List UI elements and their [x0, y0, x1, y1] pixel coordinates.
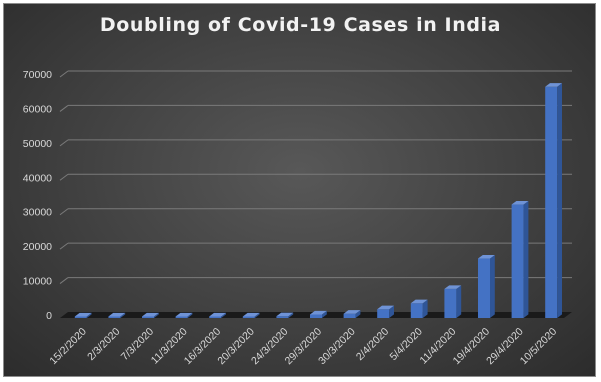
bar-side — [120, 312, 126, 318]
gridline-depth — [59, 105, 69, 112]
bar-top — [209, 312, 226, 317]
bar-top — [242, 312, 260, 317]
bar-side — [221, 312, 226, 318]
bar-front — [242, 316, 255, 318]
y-tick-label: 20000 — [23, 241, 52, 253]
bar-front — [511, 204, 524, 318]
gridline-depth — [59, 139, 69, 147]
bar-front — [108, 316, 121, 318]
bar-side — [254, 312, 260, 318]
bar-side — [389, 305, 394, 318]
gridline-depth — [59, 70, 69, 78]
bar — [444, 285, 462, 318]
bar-top — [310, 310, 327, 315]
bar-side — [456, 285, 462, 318]
bar — [310, 310, 327, 318]
bar — [276, 312, 294, 318]
bar-top — [175, 312, 193, 317]
y-tick-label: 30000 — [23, 207, 52, 219]
bar — [74, 312, 92, 318]
bar-front — [310, 314, 322, 318]
bar-front — [377, 309, 390, 318]
bar-side — [86, 312, 92, 318]
bar-top — [478, 254, 495, 259]
bar-front — [545, 86, 558, 319]
y-tick-label: 50000 — [23, 138, 52, 150]
bar-front — [142, 316, 154, 318]
bar — [209, 312, 226, 318]
bar-side — [557, 83, 562, 318]
x-tick-label: 15/2/2020 — [47, 326, 89, 368]
bar-side — [422, 299, 428, 318]
bar — [478, 254, 495, 318]
bar — [175, 312, 193, 318]
bar-front — [209, 316, 222, 318]
bar-side — [322, 310, 327, 318]
bar — [511, 200, 529, 318]
y-tick-label: 40000 — [23, 172, 52, 184]
x-tick-label: 10/5/2020 — [518, 326, 560, 368]
x-tick-label: 2/4/2020 — [354, 326, 391, 363]
bar — [343, 310, 361, 318]
bar-front — [444, 288, 457, 318]
bar-side — [523, 200, 529, 318]
gridline-depth — [59, 242, 69, 250]
bar — [108, 312, 126, 318]
bar — [242, 312, 260, 318]
x-tick-label: 30/3/2020 — [316, 326, 358, 368]
bar-side — [154, 312, 159, 318]
bar-top — [276, 312, 294, 317]
bar-top — [74, 312, 92, 317]
bar-side — [355, 310, 361, 318]
bar — [377, 305, 394, 318]
x-tick-label: 2/3/2020 — [85, 326, 122, 363]
bar-front — [343, 313, 356, 318]
y-tick-label: 0 — [46, 310, 52, 322]
bar — [545, 83, 562, 319]
bar-top — [142, 312, 159, 317]
bar-front — [478, 258, 490, 318]
bar-top — [410, 299, 428, 304]
bar — [142, 312, 159, 318]
bar-front — [410, 303, 423, 318]
bar-front — [175, 316, 188, 318]
y-tick-label: 70000 — [23, 69, 52, 81]
gridline-depth — [59, 173, 69, 181]
bar-front — [276, 316, 289, 318]
bar-top — [108, 312, 126, 317]
y-tick-label: 10000 — [23, 276, 52, 288]
gridline-depth — [59, 277, 69, 284]
bar-side — [490, 254, 495, 318]
bar-front — [74, 316, 87, 318]
chart-title: Doubling of Covid-19 Cases in India — [99, 14, 502, 36]
bar-top — [511, 200, 529, 205]
bar — [410, 299, 428, 318]
bar-top — [343, 310, 361, 314]
bar-top — [377, 305, 394, 310]
y-tick-label: 60000 — [23, 103, 52, 115]
bar-side — [187, 312, 193, 318]
gridline-depth — [59, 208, 69, 216]
bar-side — [288, 312, 294, 318]
bar-top — [545, 83, 562, 87]
bar-top — [444, 285, 462, 289]
